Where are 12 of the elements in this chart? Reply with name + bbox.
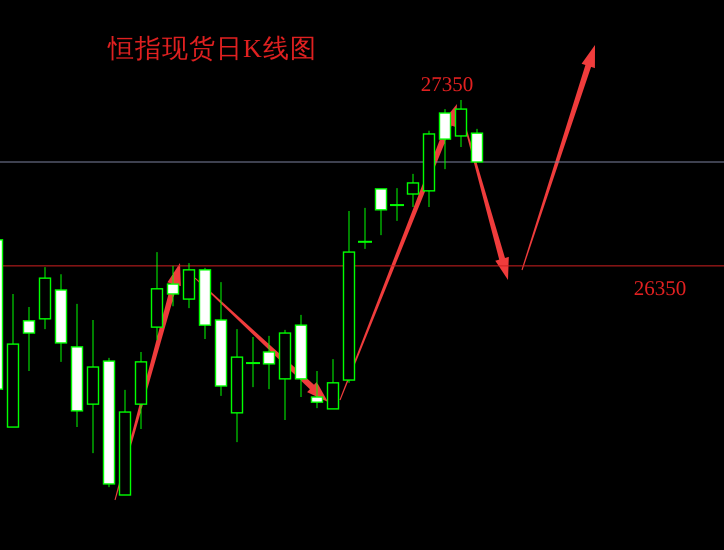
candlestick bbox=[358, 207, 372, 250]
candlestick bbox=[406, 173, 420, 208]
candlestick bbox=[310, 370, 324, 409]
text: 26350 bbox=[634, 276, 686, 300]
candlestick bbox=[374, 188, 388, 236]
candlestick bbox=[390, 188, 404, 222]
text: 27350 bbox=[420, 72, 474, 96]
chart-title: 恒指现货日K线图 bbox=[107, 34, 317, 63]
candlestick bbox=[22, 306, 36, 372]
candlestick bbox=[166, 265, 180, 307]
candlestick bbox=[246, 336, 260, 388]
candlestick bbox=[262, 335, 276, 390]
